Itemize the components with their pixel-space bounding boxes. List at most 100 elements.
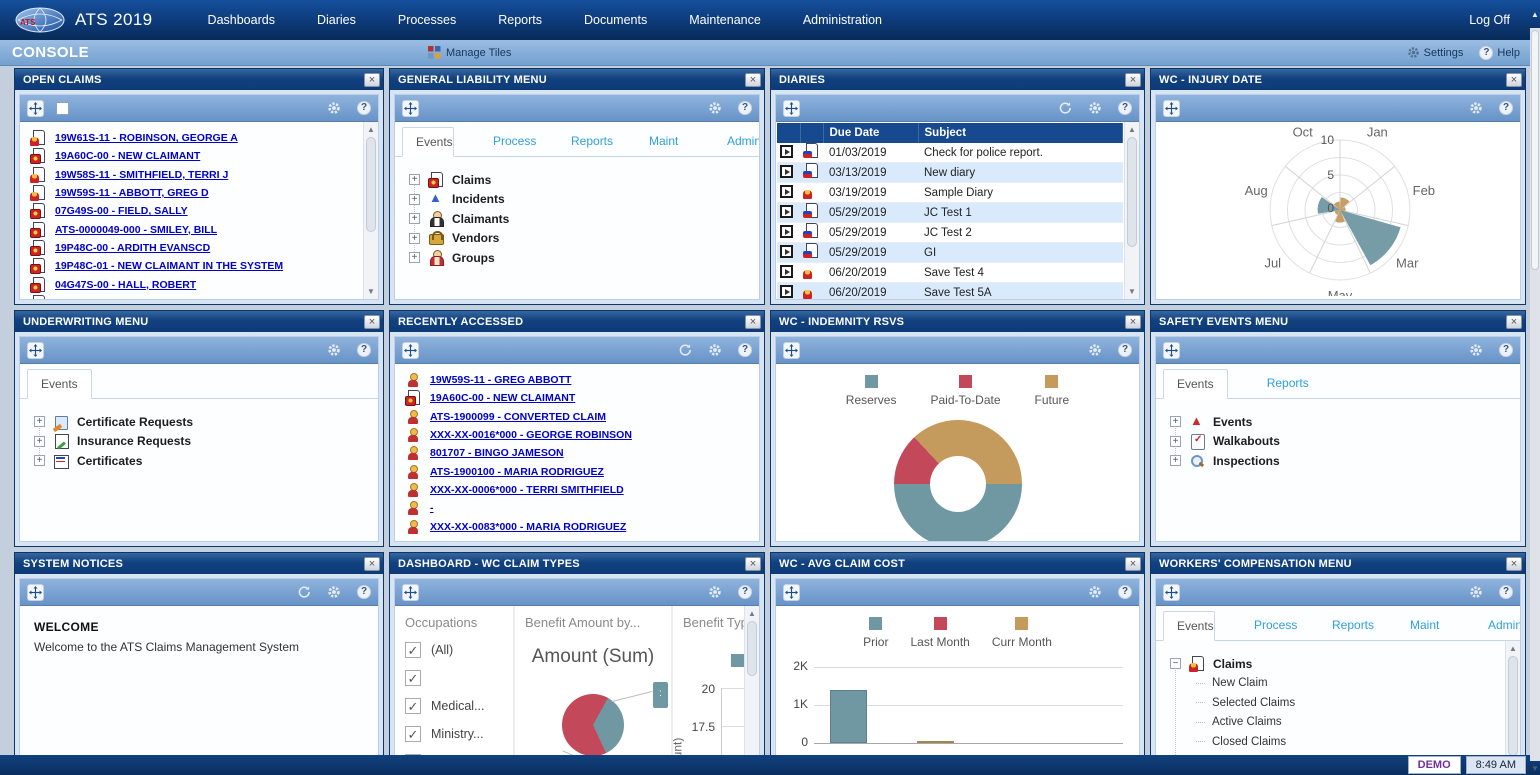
legend-item[interactable]: Future (1035, 375, 1069, 407)
expand-icon[interactable]: + (1170, 435, 1181, 447)
close-icon[interactable]: × (745, 72, 761, 87)
tile-scrollbar[interactable]: ▲ ▼ (1505, 641, 1520, 755)
tree-child-label[interactable]: Selected Claims (1212, 696, 1296, 709)
tree-child-label[interactable]: Closed Claims (1212, 735, 1287, 748)
tile-help-button[interactable]: ? (1118, 585, 1132, 599)
scroll-down-icon[interactable]: ▼ (1128, 287, 1136, 296)
tile-help-button[interactable]: ? (1499, 343, 1513, 357)
record-link[interactable]: ATS-1900100 - MARIA RODRIGUEZ (430, 465, 604, 478)
tab[interactable]: Admin (1488, 618, 1521, 632)
tile-scrollbar[interactable]: ▲ ▼ (1124, 122, 1139, 299)
tile-help-button[interactable]: ? (1499, 585, 1513, 599)
menu-item[interactable]: Diaries (316, 13, 356, 27)
legend-item[interactable]: Paid-To-Date (930, 375, 1001, 407)
collapse-icon[interactable]: − (1170, 658, 1181, 670)
move-tile-handle[interactable] (402, 583, 419, 601)
scroll-thumb[interactable] (1508, 656, 1518, 755)
record-link[interactable]: 19W59S-11 - GREG ABBOTT (430, 374, 572, 387)
scroll-thumb[interactable] (1127, 137, 1137, 247)
menu-item[interactable]: Processes (397, 13, 457, 27)
legend-item[interactable]: Curr Month (992, 617, 1052, 649)
tab[interactable]: Events (27, 369, 92, 399)
tile-scrollbar[interactable]: ▲ ▼ (363, 122, 378, 299)
log-off-button[interactable]: Log Off (1469, 13, 1510, 27)
close-icon[interactable]: × (364, 556, 380, 571)
diary-row[interactable]: 03/13/2019 New diary (777, 162, 1123, 183)
expand-icon[interactable]: + (409, 252, 420, 264)
tab[interactable]: Reports (571, 134, 614, 148)
diary-row[interactable]: 05/29/2019 JC Test 1 (777, 202, 1123, 223)
checkbox-checked[interactable]: ✓ (405, 670, 421, 686)
scroll-thumb[interactable] (366, 137, 376, 232)
move-tile-handle[interactable] (1163, 341, 1180, 359)
claim-link[interactable]: 19W59S-11 - ABBOTT, GREG D (55, 187, 209, 200)
move-tile-handle[interactable] (27, 99, 44, 117)
tile-settings-button[interactable] (1088, 101, 1102, 115)
tile-help-button[interactable]: ? (738, 101, 752, 115)
tree-item-label[interactable]: Certificates (77, 453, 143, 468)
close-icon[interactable]: × (1125, 556, 1141, 571)
tile-settings-button[interactable] (327, 585, 341, 599)
open-diary-icon[interactable] (780, 204, 793, 218)
tree-item-label[interactable]: Claimants (452, 211, 510, 226)
open-diary-icon[interactable] (780, 264, 793, 278)
checkbox-checked[interactable]: ✓ (405, 726, 421, 742)
record-link[interactable]: 801707 - BINGO JAMESON (430, 447, 564, 460)
record-link[interactable]: XXX-XX-0006*000 - TERRI SMITHFIELD (430, 483, 624, 496)
tile-scrollbar[interactable]: ▲ ▼ (744, 606, 759, 755)
diary-row[interactable]: 06/20/2019 Save Test 5A (777, 282, 1123, 299)
record-link[interactable]: - (430, 502, 434, 515)
expand-icon[interactable]: + (34, 455, 45, 467)
claim-link[interactable]: 19P48C-01 - NEW CLAIMANT IN THE SYSTEM (55, 260, 284, 273)
legend-item[interactable]: Reserves (846, 375, 896, 407)
tile-help-button[interactable]: ? (1118, 101, 1132, 115)
tile-settings-button[interactable] (1469, 101, 1483, 115)
tile-help-button[interactable]: ? (738, 585, 752, 599)
legend-item[interactable]: Prior (863, 617, 888, 649)
move-tile-handle[interactable] (1163, 99, 1180, 117)
close-icon[interactable]: × (745, 556, 761, 571)
claim-link[interactable]: 19W62S-11 - HUTCHINSON, ADA A (55, 297, 227, 299)
tile-refresh-button[interactable] (1058, 101, 1072, 115)
move-tile-handle[interactable] (783, 583, 800, 601)
expand-icon[interactable]: + (1170, 455, 1181, 467)
tile-refresh-button[interactable] (678, 343, 692, 357)
open-diary-icon[interactable] (780, 284, 793, 298)
tile-settings-button[interactable] (708, 343, 722, 357)
move-tile-handle[interactable] (783, 341, 800, 359)
record-link[interactable]: 19A60C-00 - NEW CLAIMANT (430, 392, 576, 405)
record-link[interactable]: XXX-XX-0016*000 - GEORGE ROBINSON (430, 429, 632, 442)
open-diary-icon[interactable] (780, 184, 793, 198)
manage-tiles-button[interactable]: Manage Tiles (428, 40, 511, 65)
help-button[interactable]: ? Help (1479, 45, 1520, 60)
tile-settings-button[interactable] (1469, 585, 1483, 599)
tab[interactable]: Events (1163, 369, 1228, 399)
claim-link[interactable]: 19W58S-11 - SMITHFIELD, TERRI J (55, 168, 229, 181)
claim-link[interactable]: ATS-0000049-000 - SMILEY, BILL (55, 223, 218, 236)
scroll-down-icon[interactable]: ▼ (1531, 764, 1539, 773)
diary-row[interactable]: 06/20/2019 Save Test 4 (777, 262, 1123, 283)
expand-icon[interactable]: + (409, 213, 420, 225)
tile-settings-button[interactable] (708, 101, 722, 115)
expand-icon[interactable]: + (409, 193, 420, 205)
diary-row[interactable]: 05/29/2019 GI (777, 242, 1123, 263)
scroll-up-icon[interactable]: ▲ (1509, 644, 1517, 653)
open-diary-icon[interactable] (780, 144, 793, 158)
tile-settings-button[interactable] (1088, 343, 1102, 357)
tree-item-label[interactable]: Claims (452, 172, 492, 187)
move-tile-handle[interactable] (1163, 583, 1180, 601)
tree-child-label[interactable]: Active Claims (1212, 716, 1282, 729)
tab[interactable]: Admin (727, 134, 760, 148)
tree-item-label[interactable]: Insurance Requests (77, 434, 192, 449)
scroll-thumb[interactable] (747, 621, 757, 676)
tab[interactable]: Process (493, 134, 537, 148)
tile-help-button[interactable]: ? (357, 585, 371, 599)
move-tile-handle[interactable] (783, 99, 800, 117)
expand-icon[interactable]: + (34, 435, 45, 447)
tile-help-button[interactable]: ? (357, 343, 371, 357)
move-tile-handle[interactable] (27, 583, 44, 601)
settings-button[interactable]: Settings (1407, 46, 1463, 59)
page-scrollbar[interactable]: ▲ ▼ (1530, 0, 1540, 775)
scroll-down-icon[interactable]: ▼ (367, 287, 375, 296)
close-icon[interactable]: × (745, 314, 761, 329)
